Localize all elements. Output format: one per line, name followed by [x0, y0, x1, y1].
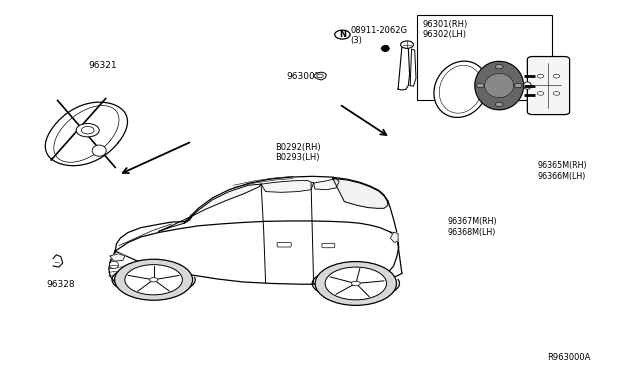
- Text: 08911-2062G
(3): 08911-2062G (3): [351, 26, 408, 45]
- Polygon shape: [159, 184, 261, 231]
- Polygon shape: [484, 74, 514, 97]
- Circle shape: [495, 64, 503, 69]
- Text: B0292(RH)
B0293(LH): B0292(RH) B0293(LH): [275, 143, 321, 162]
- Ellipse shape: [125, 264, 182, 295]
- FancyBboxPatch shape: [277, 243, 291, 247]
- Polygon shape: [45, 102, 127, 166]
- Polygon shape: [110, 254, 125, 261]
- Ellipse shape: [109, 261, 118, 269]
- Text: N: N: [339, 30, 346, 39]
- Text: 96321: 96321: [88, 61, 117, 70]
- Circle shape: [537, 92, 543, 95]
- Polygon shape: [390, 232, 398, 243]
- Text: 96367M(RH)
96368M(LH): 96367M(RH) 96368M(LH): [448, 217, 498, 237]
- Polygon shape: [381, 45, 389, 51]
- Ellipse shape: [92, 145, 106, 156]
- FancyBboxPatch shape: [322, 243, 335, 248]
- Circle shape: [537, 74, 543, 78]
- Polygon shape: [314, 179, 339, 190]
- Circle shape: [553, 92, 560, 95]
- Circle shape: [76, 124, 99, 137]
- Polygon shape: [398, 45, 410, 90]
- Circle shape: [553, 74, 560, 78]
- Polygon shape: [53, 255, 63, 267]
- Polygon shape: [410, 49, 416, 86]
- Ellipse shape: [150, 278, 157, 282]
- Text: 96300F: 96300F: [287, 72, 321, 81]
- Circle shape: [495, 102, 503, 107]
- Polygon shape: [314, 72, 326, 80]
- Polygon shape: [475, 61, 524, 110]
- Ellipse shape: [351, 281, 360, 286]
- Text: R963000A: R963000A: [547, 353, 591, 362]
- Text: 96328: 96328: [46, 280, 75, 289]
- Ellipse shape: [315, 262, 397, 305]
- Bar: [417, 15, 552, 100]
- Polygon shape: [434, 61, 488, 118]
- Text: 96365M(RH)
96366M(LH): 96365M(RH) 96366M(LH): [538, 161, 588, 181]
- Circle shape: [317, 74, 323, 78]
- Circle shape: [476, 83, 484, 88]
- Ellipse shape: [115, 259, 193, 300]
- FancyBboxPatch shape: [527, 57, 570, 115]
- Circle shape: [401, 41, 413, 48]
- Polygon shape: [333, 179, 388, 208]
- Ellipse shape: [524, 82, 531, 89]
- Polygon shape: [261, 180, 314, 192]
- Circle shape: [515, 83, 522, 88]
- Ellipse shape: [325, 267, 387, 300]
- Text: 96301(RH)
96302(LH): 96301(RH) 96302(LH): [422, 20, 468, 39]
